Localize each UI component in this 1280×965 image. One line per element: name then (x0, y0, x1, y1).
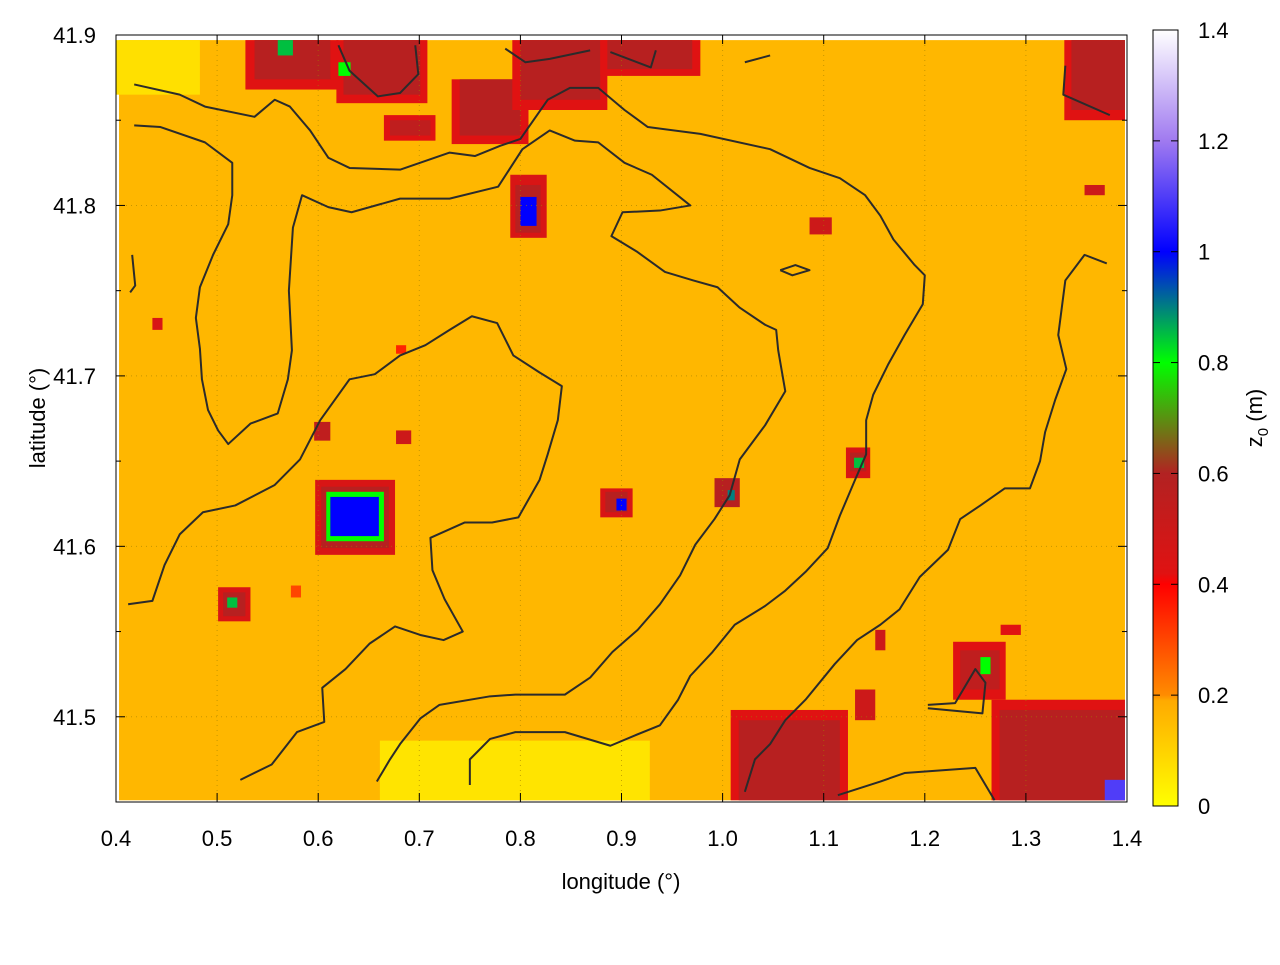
contour-layer (127, 44, 1111, 801)
contour-line (134, 124, 787, 783)
heatmap-cell-patch (396, 345, 407, 354)
heatmap-cell-patch (227, 597, 238, 608)
colorbar-tick-label: 1 (1198, 240, 1210, 265)
colorbar-tick-label: 0.2 (1198, 683, 1229, 708)
heatmap-layer (116, 40, 1125, 801)
contour-line (1062, 65, 1111, 117)
heatmap-cell-patch (714, 478, 740, 508)
x-tick-label: 1.2 (910, 826, 941, 851)
heatmap-cell-patch (389, 120, 431, 136)
heatmap-cell-patch (727, 490, 735, 501)
colorbar-tick-label: 0.6 (1198, 461, 1229, 486)
contour-line (337, 44, 420, 98)
y-tick-label: 41.7 (53, 364, 96, 389)
heatmap-cell-patch (277, 40, 293, 56)
heatmap-cell-patch (809, 217, 832, 235)
contour-line (129, 254, 137, 293)
y-tick-label: 41.6 (53, 534, 96, 559)
heatmap-cell-patch (1000, 624, 1021, 635)
colorbar-tick-label: 1.2 (1198, 129, 1229, 154)
heatmap-cell-patch (152, 317, 163, 330)
heatmap-cell-patch (330, 496, 379, 537)
heatmap-cell-patch (116, 40, 200, 95)
x-axis-label: longitude (°) (562, 869, 681, 894)
x-tick-label: 1.4 (1112, 826, 1143, 851)
colorbar-label: z0 (m) (1242, 389, 1272, 447)
x-tick-label: 1.3 (1011, 826, 1042, 851)
heatmap-cell-patch (459, 79, 521, 136)
heatmap-cell-patch (520, 40, 601, 100)
colorbar-axis: 0 0.2 0.4 0.6 0.8 1 1.2 1.4 (1153, 18, 1229, 819)
heatmap-cell-patch (290, 585, 302, 598)
contour-line (127, 315, 563, 781)
heatmap-cell-patch (1104, 779, 1125, 801)
colorbar-label-subscript: 0 (1255, 428, 1272, 436)
contour-line (743, 253, 1108, 793)
heatmap-cell-patch (875, 629, 886, 651)
x-tick-label: 0.5 (202, 826, 233, 851)
colorbar (1152, 29, 1179, 807)
contour-line (927, 668, 987, 715)
contour-line (504, 47, 591, 64)
heatmap-cell-patch (980, 657, 991, 675)
heatmap-cell-patch (854, 457, 865, 468)
heatmap-cell-patch (343, 40, 421, 95)
heatmap-cell-patch (616, 498, 627, 511)
colorbar-label-main: z (1242, 436, 1267, 447)
colorbar-tick-label: 1.4 (1198, 18, 1229, 43)
colorbar-label-unit: (m) (1242, 389, 1267, 428)
heatmap-cell-patch (1071, 40, 1125, 110)
heatmap-cell-patch (314, 421, 331, 441)
y-tick-label: 41.5 (53, 705, 96, 730)
contour-line (744, 54, 771, 64)
y-axis-label: latitude (°) (25, 368, 50, 469)
x-tick-label: 0.4 (101, 826, 132, 851)
colorbar-tick-label: 0.8 (1198, 351, 1229, 376)
heatmap-cell-patch (607, 40, 693, 70)
contour-line (779, 264, 811, 277)
y-tick-label: 41.9 (53, 23, 96, 48)
contour-line (610, 50, 657, 69)
x-tick-label: 0.7 (404, 826, 435, 851)
contour-line (837, 766, 996, 801)
x-tick-label: 0.8 (505, 826, 536, 851)
x-tick-label: 1.1 (808, 826, 839, 851)
x-tick-label: 0.6 (303, 826, 334, 851)
colorbar-tick-label: 0 (1198, 794, 1210, 819)
heatmap-cell-patch (396, 430, 412, 445)
y-tick-label: 41.8 (53, 193, 96, 218)
axes: 0.4 0.5 0.6 0.7 0.8 0.9 1.0 1.1 1.2 1.3 1.4 41.5 41.… (53, 23, 1142, 851)
heatmap-cell-patch (999, 709, 1125, 801)
heatmap-cell-patch (379, 740, 650, 801)
x-tick-label: 0.9 (606, 826, 637, 851)
heatmap-cell-patch (1084, 184, 1105, 196)
contour-line (133, 83, 926, 785)
x-tick-label: 1.0 (707, 826, 738, 851)
colorbar-tick-label: 0.4 (1198, 572, 1229, 597)
heatmap-cell-patch (855, 689, 876, 721)
heatmap-cell-patch (520, 196, 537, 226)
